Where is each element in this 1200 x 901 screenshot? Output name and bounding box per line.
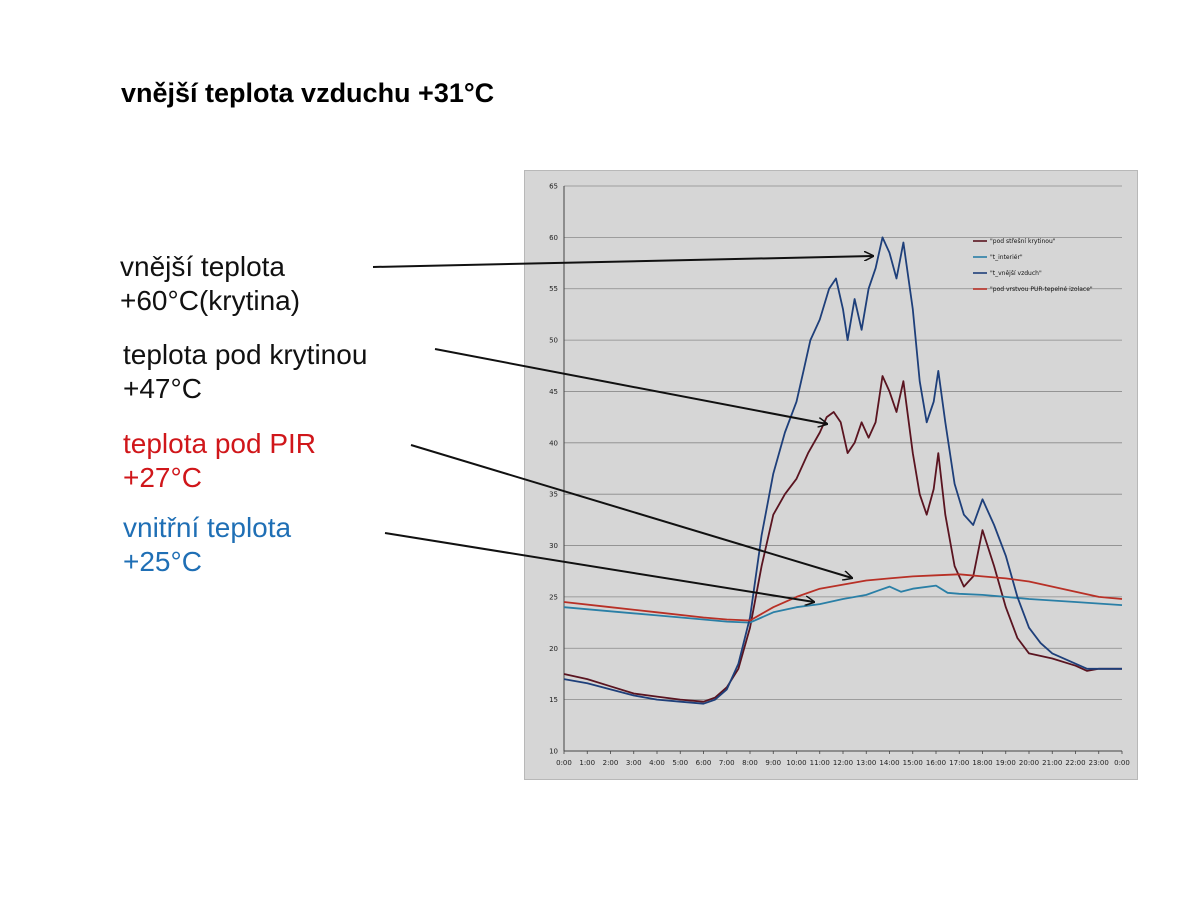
legend-entry: "pod vrstvou PUR-tepelné izolace" xyxy=(990,286,1093,293)
x-tick-label: 16:00 xyxy=(926,759,946,767)
x-tick-label: 15:00 xyxy=(903,759,923,767)
annotation-line: +60°C(krytina) xyxy=(120,285,301,316)
y-tick-label: 55 xyxy=(549,285,558,293)
x-tick-label: 10:00 xyxy=(786,759,806,767)
y-tick-label: 15 xyxy=(549,696,558,704)
y-tick-label: 60 xyxy=(549,234,558,242)
x-tick-label: 18:00 xyxy=(972,759,992,767)
annotation-line: teplota pod krytinou xyxy=(123,339,368,370)
annotation-outdoor-roof-temperature: vnější teplota +60°C(krytina) xyxy=(120,250,300,318)
chart-frame: 10 15 20 25 30 35 40 45 50 55 60 65 0:00 1:00 2:00 3:00… xyxy=(524,170,1138,780)
y-tick-label: 20 xyxy=(549,645,558,653)
annotation-line: +25°C xyxy=(123,546,202,577)
series-line-pod-vrstvou-pur xyxy=(563,573,1123,622)
x-tick-label: 9:00 xyxy=(765,759,781,767)
series-line-t-vnejsi-vzduch xyxy=(563,236,1122,705)
series-line-t-interier xyxy=(563,584,1123,624)
annotation-line: +27°C xyxy=(123,462,202,493)
x-tick-label: 11:00 xyxy=(810,759,830,767)
y-tick-label: 35 xyxy=(549,491,558,499)
y-tick-label: 40 xyxy=(549,439,558,447)
annotation-line: vnější teplota xyxy=(120,251,285,282)
x-tick-label: 5:00 xyxy=(672,759,688,767)
x-tick-label: 0:00 xyxy=(556,759,572,767)
legend-entry: "t_interiér" xyxy=(990,254,1023,261)
temperature-line-chart: 10 15 20 25 30 35 40 45 50 55 60 65 0:00 1:00 2:00 3:00… xyxy=(549,183,1130,768)
x-tick-label: 20:00 xyxy=(1019,759,1039,767)
x-tick-label: 4:00 xyxy=(649,759,665,767)
x-tick-label: 3:00 xyxy=(626,759,642,767)
x-tick-label: 2:00 xyxy=(603,759,619,767)
x-tick-label: 14:00 xyxy=(879,759,899,767)
x-tick-label: 8:00 xyxy=(742,759,758,767)
x-tick-label: 1:00 xyxy=(579,759,595,767)
y-tick-label: 25 xyxy=(549,593,558,601)
x-tick-label: 23:00 xyxy=(1089,759,1109,767)
x-tick-label: 21:00 xyxy=(1042,759,1062,767)
annotation-under-pir-temperature: teplota pod PIR +27°C xyxy=(123,427,316,495)
x-tick-label: 19:00 xyxy=(996,759,1016,767)
annotation-under-roofing-temperature: teplota pod krytinou +47°C xyxy=(123,338,367,406)
x-tick-label: 17:00 xyxy=(949,759,969,767)
x-tick-label: 13:00 xyxy=(856,759,876,767)
y-tick-label: 30 xyxy=(549,542,558,550)
annotation-line: teplota pod PIR xyxy=(123,428,317,459)
y-tick-label: 50 xyxy=(549,337,558,345)
annotation-line: +47°C xyxy=(123,373,202,404)
legend-entry: "pod střešní krytinou" xyxy=(990,238,1056,245)
x-tick-label: 12:00 xyxy=(833,759,853,767)
x-tick-label: 7:00 xyxy=(719,759,735,767)
x-tick-label: 6:00 xyxy=(696,759,712,767)
x-tick-label: 22:00 xyxy=(1065,759,1085,767)
annotation-line: vnitřní teplota xyxy=(123,512,292,543)
slide-title: vnější teplota vzduchu +31°C xyxy=(121,78,495,108)
series-line-pod-stresni-krytinou xyxy=(563,375,1122,703)
annotation-interior-temperature: vnitřní teplota +25°C xyxy=(123,511,291,579)
y-tick-label: 45 xyxy=(549,388,558,396)
y-tick-label: 65 xyxy=(549,183,558,191)
y-tick-label: 10 xyxy=(549,748,558,756)
x-tick-label: 0:00 xyxy=(1114,759,1130,767)
legend-entry: "t_vnější vzduch" xyxy=(990,270,1042,277)
